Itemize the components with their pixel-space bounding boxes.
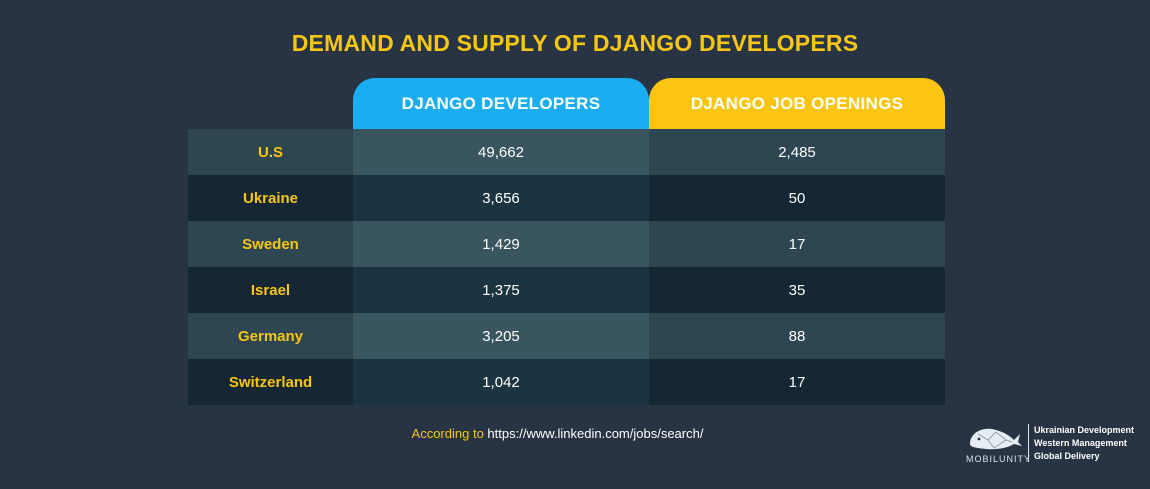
country-cell: Germany <box>188 313 353 359</box>
table-row: Germany 3,205 88 <box>188 313 945 359</box>
openings-cell: 17 <box>649 221 945 267</box>
table-row: Ukraine 3,656 50 <box>188 175 945 221</box>
tagline-line: Western Management <box>1034 438 1127 448</box>
table-row: Switzerland 1,042 17 <box>188 359 945 405</box>
country-cell: Sweden <box>188 221 353 267</box>
country-cell: Israel <box>188 267 353 313</box>
column-header-job-openings: DJANGO JOB OPENINGS <box>649 78 945 129</box>
logo-divider <box>1028 424 1029 462</box>
brand-tagline: Ukrainian Development Western Management… <box>1034 424 1134 463</box>
developers-cell: 1,429 <box>353 221 649 267</box>
table-body: U.S 49,662 2,485 Ukraine 3,656 50 Sweden… <box>188 129 945 405</box>
source-url[interactable]: https://www.linkedin.com/jobs/search/ <box>487 426 704 441</box>
developers-cell: 49,662 <box>353 129 649 175</box>
developers-cell: 3,205 <box>353 313 649 359</box>
brand-logo: MOBILUNITY Ukrainian Development Western… <box>966 422 1136 466</box>
developers-cell: 1,375 <box>353 267 649 313</box>
tagline-line: Ukrainian Development <box>1034 425 1135 435</box>
data-table: DJANGO DEVELOPERS DJANGO JOB OPENINGS U.… <box>188 78 945 405</box>
country-cell: Switzerland <box>188 359 353 405</box>
chart-title: DEMAND AND SUPPLY OF DJANGO DEVELOPERS <box>291 30 859 56</box>
whale-logo-icon <box>970 428 1022 450</box>
tagline-line: Global Delivery <box>1034 451 1100 461</box>
country-cell: U.S <box>188 129 353 175</box>
openings-cell: 2,485 <box>649 129 945 175</box>
developers-cell: 1,042 <box>353 359 649 405</box>
openings-cell: 50 <box>649 175 945 221</box>
openings-cell: 88 <box>649 313 945 359</box>
table-row: Israel 1,375 35 <box>188 267 945 313</box>
source-label: According to <box>411 426 484 441</box>
column-header-developers: DJANGO DEVELOPERS <box>353 78 649 129</box>
table-row: Sweden 1,429 17 <box>188 221 945 267</box>
developers-cell: 3,656 <box>353 175 649 221</box>
table-header: DJANGO DEVELOPERS DJANGO JOB OPENINGS <box>353 78 945 129</box>
source-note: According to https://www.linkedin.com/jo… <box>0 426 1115 441</box>
openings-cell: 35 <box>649 267 945 313</box>
country-cell: Ukraine <box>188 175 353 221</box>
openings-cell: 17 <box>649 359 945 405</box>
table-row: U.S 49,662 2,485 <box>188 129 945 175</box>
brand-name: MOBILUNITY <box>966 454 1032 464</box>
